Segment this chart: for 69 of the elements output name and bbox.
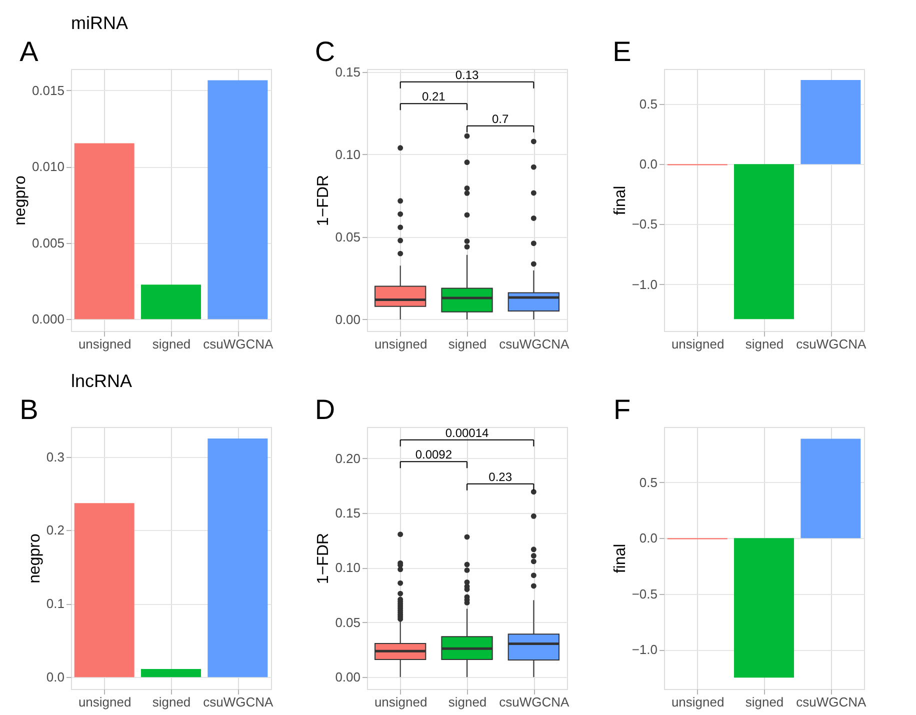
- text: C: [314, 36, 336, 67]
- y-tick-label: 0.2: [46, 522, 64, 538]
- x-tick-label: signed: [152, 694, 191, 710]
- y-tick-label: 0.00: [335, 670, 360, 685]
- y-axis-title: final: [612, 544, 629, 574]
- x-tick-label: signed: [448, 694, 487, 710]
- x-tick-label: unsigned: [374, 694, 428, 710]
- y-tick-label: 0.10: [335, 560, 360, 576]
- y-axis-title: final: [612, 186, 629, 216]
- y-tick-label: 0.1: [46, 596, 64, 612]
- y-tick-label: 0.00: [335, 312, 360, 327]
- annotation: 0.23: [488, 470, 512, 484]
- annotation: 0.7: [492, 112, 509, 126]
- y-tick-label: 0.015: [32, 82, 64, 98]
- x-tick-label: csuWGCNA: [203, 694, 274, 710]
- annotation: 0.00014: [445, 426, 490, 440]
- y-tick-label: 0.10: [335, 146, 360, 162]
- y-tick-label: −1.0: [632, 276, 658, 292]
- y-axis-title: 1−FDR: [315, 174, 332, 226]
- y-tick-label: −0.5: [632, 216, 658, 232]
- y-tick-label: 0.5: [639, 96, 658, 112]
- x-tick-label: csuWGCNA: [796, 336, 867, 352]
- text: F: [613, 394, 631, 425]
- y-tick-label: 0.0: [46, 670, 64, 685]
- text: B: [20, 394, 38, 425]
- bar: [74, 143, 134, 320]
- bar: [208, 80, 268, 320]
- bar: [141, 669, 201, 678]
- x-tick-label: unsigned: [671, 336, 724, 352]
- y-axis-title: negpro: [26, 533, 44, 584]
- x-tick-label: unsigned: [78, 694, 132, 710]
- x-tick-label: csuWGCNA: [499, 336, 570, 352]
- annotation: 0.13: [455, 68, 479, 82]
- y-tick-label: 0.010: [32, 159, 64, 174]
- y-tick-label: 0.15: [335, 64, 360, 80]
- annotation: 0.21: [422, 90, 446, 104]
- y-tick-label: −0.5: [632, 586, 658, 602]
- annotation: 0.0092: [415, 448, 452, 462]
- y-tick-label: 0.05: [335, 614, 360, 630]
- y-tick-label: 0.0: [639, 530, 658, 546]
- x-tick-label: signed: [745, 336, 784, 352]
- x-tick-label: signed: [448, 336, 487, 352]
- bar: [208, 438, 268, 678]
- bar: [141, 284, 201, 320]
- y-tick-label: 0.20: [335, 450, 360, 466]
- y-tick-label: −1.0: [632, 642, 658, 658]
- y-tick-label: 0.000: [32, 312, 64, 327]
- x-tick-label: unsigned: [78, 336, 132, 352]
- y-tick-label: 0.0: [639, 156, 658, 172]
- text: A: [20, 36, 39, 67]
- y-tick-label: 0.15: [335, 505, 360, 520]
- y-tick-label: 0.005: [32, 235, 64, 250]
- x-tick-label: csuWGCNA: [203, 336, 274, 352]
- x-tick-label: unsigned: [374, 336, 428, 352]
- x-tick-label: csuWGCNA: [499, 694, 570, 710]
- text: E: [612, 36, 632, 67]
- y-tick-label: 0.3: [46, 449, 64, 464]
- x-tick-label: csuWGCNA: [796, 694, 867, 710]
- chart-title: miRNA: [71, 13, 128, 33]
- y-tick-label: 0.5: [639, 474, 658, 490]
- x-tick-label: unsigned: [671, 694, 724, 710]
- x-tick-label: signed: [152, 336, 191, 352]
- x-tick-label: signed: [745, 694, 784, 710]
- y-axis-title: 1−FDR: [315, 532, 332, 584]
- chart-title: lncRNA: [71, 371, 132, 391]
- y-tick-label: 0.05: [335, 229, 360, 244]
- text: D: [314, 394, 336, 425]
- y-axis-title: negpro: [12, 175, 29, 226]
- bar: [74, 503, 134, 678]
